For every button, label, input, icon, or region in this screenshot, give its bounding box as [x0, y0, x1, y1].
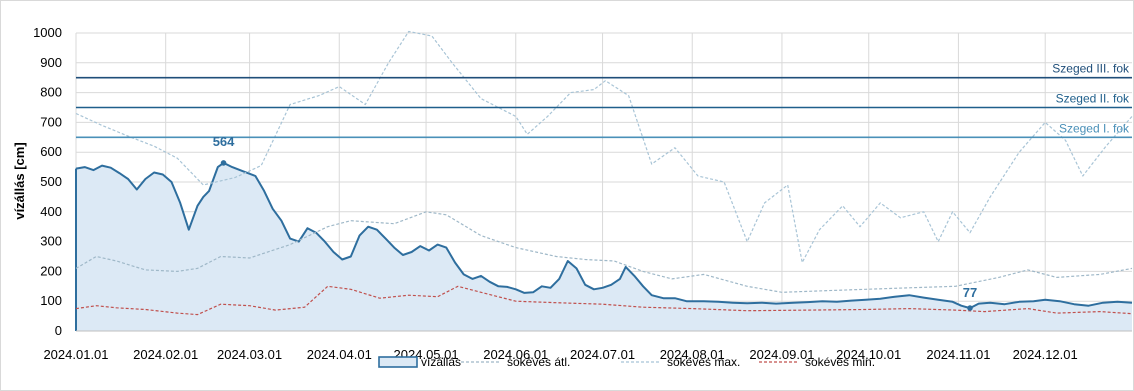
x-tick-label: 2024.12.01 [1013, 347, 1078, 362]
annotations: 564 77 [213, 134, 977, 311]
x-tick-label: 2024.06.01 [483, 347, 548, 362]
series-line-3 [75, 285, 1133, 316]
y-tick-label: 1000 [33, 25, 62, 40]
y-tick-label: 400 [40, 204, 62, 219]
series-line-vizallas [75, 161, 1133, 310]
annotation-marker [967, 305, 973, 311]
x-tick-label: 2024.07.01 [570, 347, 635, 362]
x-tick-label: 2024.03.01 [217, 347, 282, 362]
axes: 0 100 200 300 400 500 600 700 800 900 1000 2024.01.… [33, 25, 1132, 362]
legend-label: sokéves átl. [507, 355, 570, 369]
annotation-marker [220, 160, 227, 166]
x-tick-label: 2024.04.01 [307, 347, 372, 362]
x-tick-label: 2024.01.01 [43, 347, 108, 362]
legend-label: sokéves min. [805, 355, 875, 369]
y-tick-label: 0 [55, 323, 62, 338]
y-tick-label: 600 [40, 144, 62, 159]
y-tick-label: 800 [40, 85, 62, 100]
series-line-1 [75, 211, 1133, 293]
y-tick-label: 700 [40, 114, 62, 129]
legend-swatch-vizallas [378, 356, 418, 368]
y-tick-label: 900 [40, 55, 62, 70]
thresholds: Szeged III. fok Szeged II. fok Szeged I. f… [76, 62, 1132, 139]
series-layer [75, 30, 1133, 331]
x-tick-label: 2024.10.01 [836, 347, 901, 362]
annotation-label: 564 [213, 134, 235, 149]
legend-label: vízállás [421, 355, 461, 369]
threshold-label: Szeged I. fok [1059, 121, 1130, 135]
x-tick-label: 2024.02.01 [133, 347, 198, 362]
y-axis-label: vízállás [cm] [12, 142, 27, 219]
series-area-0 [76, 162, 1132, 331]
x-tick-label: 2024.09.01 [749, 347, 814, 362]
x-tick-label: 2024.11.01 [926, 347, 990, 362]
y-tick-label: 100 [40, 293, 62, 308]
threshold-label: Szeged III. fok [1052, 62, 1130, 76]
annotation-label: 77 [963, 285, 977, 300]
series-line-2 [75, 30, 1133, 264]
y-tick-label: 200 [40, 263, 62, 278]
threshold-label: Szeged II. fok [1056, 92, 1130, 106]
legend-label: sokéves max. [667, 355, 740, 369]
y-tick-label: 300 [40, 234, 62, 249]
y-tick-label: 500 [40, 174, 62, 189]
legend: vízállás sokéves átl. sokéves max. sokéves … [378, 355, 875, 369]
x-tick-label: 2024.08.01 [660, 347, 725, 362]
